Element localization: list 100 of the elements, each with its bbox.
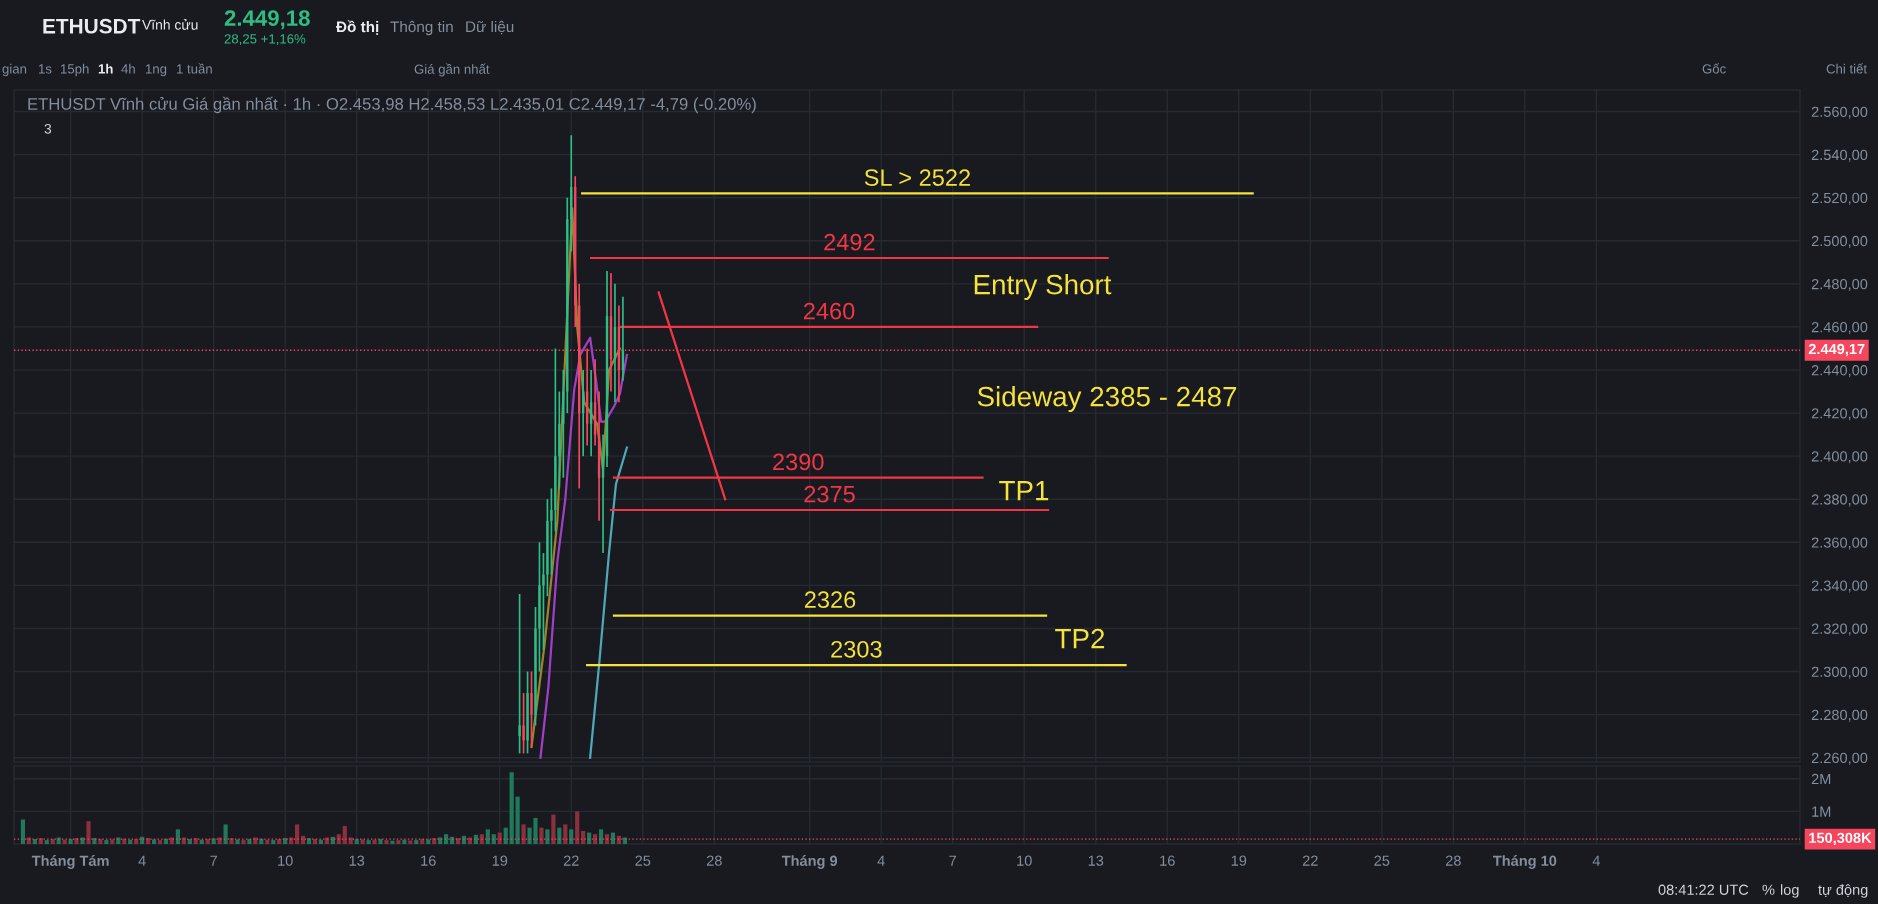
- bar: [366, 840, 371, 844]
- y-tick-label: 2.460,00: [1811, 322, 1868, 335]
- series-label: 2303: [831, 640, 882, 658]
- y-tick-label: 2.420,00: [1811, 408, 1868, 421]
- bar: [86, 821, 91, 844]
- text: 2.449,18: [224, 10, 310, 30]
- bar: [247, 839, 252, 844]
- series-label: 2390: [773, 453, 824, 471]
- x-tick-label: 16: [421, 855, 436, 866]
- y-tick-label: 2.320,00: [1811, 623, 1868, 636]
- text: 15ph: [61, 63, 89, 77]
- text: 1s: [39, 64, 52, 74]
- series-label: 2460: [803, 302, 855, 320]
- bar: [26, 837, 31, 844]
- bar: [211, 838, 216, 844]
- text: Gốc: [1702, 63, 1726, 74]
- y-tick-label: 2.260,00: [1811, 752, 1868, 765]
- y-tick-label: 2M: [1811, 773, 1831, 785]
- bar: [324, 837, 329, 844]
- bar: [74, 838, 79, 844]
- ref-line-label: 2.449,17: [1808, 343, 1865, 357]
- x-tick-label: 13: [349, 855, 365, 866]
- bar: [336, 834, 341, 844]
- y-tick-label: 2.360,00: [1811, 537, 1868, 550]
- text: 4h: [121, 63, 135, 74]
- text: 28,25 +1,16%: [224, 34, 306, 46]
- text: Chi tiết: [1826, 63, 1867, 74]
- bar: [575, 811, 580, 844]
- x-tick-label: 4: [877, 855, 885, 866]
- text: Thông tin: [390, 20, 453, 36]
- bar: [354, 839, 359, 844]
- x-tick-label: Tháng 9: [781, 855, 838, 869]
- ref-line-label: 150,308K: [1809, 832, 1872, 846]
- annotation: 3: [44, 123, 52, 134]
- annotation: TP2: [1055, 628, 1105, 649]
- series-label: SL > 2522: [864, 169, 970, 186]
- bar: [342, 826, 347, 844]
- text: log: [1780, 884, 1799, 898]
- x-tick-label: 19: [1231, 855, 1247, 866]
- bar: [98, 839, 103, 844]
- chart-title: ETHUSDT Vĩnh cửu Giá gần nhất · 1h · O2.453,98 H2.458,53 L2.435,01 C2.449,17 -4,79 (-0.20%): [28, 96, 756, 114]
- bar: [187, 839, 192, 844]
- candlestick: [554, 347, 557, 533]
- bar: [312, 839, 318, 844]
- bar: [235, 839, 240, 844]
- x-tick-label: Tháng 10: [1493, 855, 1557, 869]
- x-tick-label: 10: [278, 855, 293, 866]
- x-tick-label: 16: [1160, 855, 1175, 866]
- x-tick-label: 10: [1017, 855, 1032, 866]
- x-tick-label: 7: [949, 855, 957, 866]
- candlestick: [518, 593, 521, 755]
- y-tick-label: 2.480,00: [1811, 278, 1868, 291]
- text: Dữ liệu: [466, 20, 514, 35]
- x-tick-label: Tháng Tám: [31, 855, 109, 869]
- candlestick: [542, 552, 545, 651]
- bar: [604, 834, 610, 844]
- bar: [384, 840, 389, 844]
- y-tick-label: 2.440,00: [1811, 365, 1868, 378]
- bar: [557, 827, 562, 844]
- bar: [116, 837, 121, 844]
- y-tick-label: 2.380,00: [1811, 494, 1868, 507]
- bar: [563, 824, 568, 844]
- x-tick-label: 4: [1592, 855, 1600, 866]
- bar: [622, 837, 627, 844]
- text: ETHUSDT: [43, 18, 141, 34]
- x-tick-label: 28: [1445, 855, 1461, 866]
- y-tick-label: 2.300,00: [1811, 666, 1868, 679]
- bar: [515, 796, 520, 844]
- bar: [545, 829, 550, 844]
- bar: [396, 840, 401, 844]
- text: 08:41:22 UTC: [1658, 884, 1749, 895]
- bar: [551, 814, 556, 844]
- bar: [360, 839, 365, 844]
- bar: [539, 827, 544, 844]
- bar: [271, 840, 276, 844]
- bar: [444, 834, 449, 844]
- bar: [20, 819, 26, 844]
- text: %: [1762, 884, 1775, 895]
- candlestick: [546, 498, 549, 597]
- bar: [569, 829, 574, 844]
- bar: [289, 837, 294, 844]
- candlestick: [550, 487, 553, 576]
- series-label: 2492: [824, 233, 875, 251]
- x-tick-label: 4: [138, 855, 146, 866]
- annotation: TP1: [999, 481, 1049, 501]
- candlestick: [538, 541, 541, 673]
- annotation: Sideway 2385 - 2487: [977, 386, 1237, 412]
- y-tick-label: 2.540,00: [1811, 149, 1868, 162]
- bar: [420, 839, 425, 844]
- y-tick-label: 2.560,00: [1811, 106, 1868, 119]
- bar: [104, 840, 109, 844]
- x-tick-label: 25: [635, 855, 651, 866]
- bar: [277, 839, 282, 844]
- y-tick-label: 2.280,00: [1811, 709, 1868, 722]
- annotation: Entry Short: [974, 274, 1112, 300]
- x-tick-label: 7: [210, 855, 217, 866]
- y-tick-label: 1M: [1812, 806, 1831, 817]
- bar: [44, 840, 49, 844]
- x-tick-label: 22: [563, 855, 579, 866]
- series-label: 2375: [804, 485, 855, 503]
